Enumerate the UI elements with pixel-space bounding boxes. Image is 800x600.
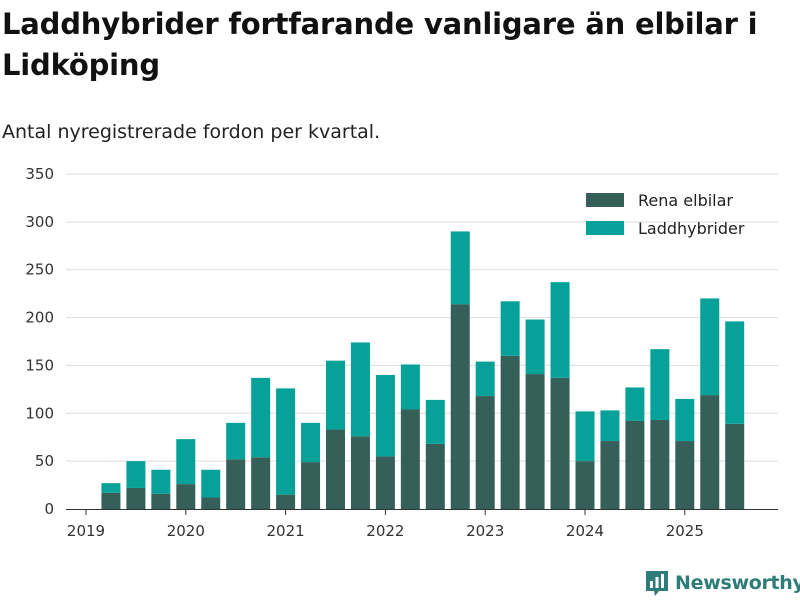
x-tick-label: 2024 bbox=[566, 522, 604, 540]
gridlines bbox=[66, 173, 778, 462]
y-tick-label: 0 bbox=[44, 500, 54, 518]
y-tick-label: 50 bbox=[35, 452, 54, 470]
x-tick-label: 2023 bbox=[466, 522, 504, 540]
bar-laddhybrider-2022-q1[interactable] bbox=[375, 375, 395, 457]
bar-rena-elbilar-2022-q3[interactable] bbox=[425, 443, 445, 509]
bar-laddhybrider-2022-q3[interactable] bbox=[425, 399, 445, 444]
bar-laddhybrider-2020-q2[interactable] bbox=[201, 469, 221, 498]
brand-name: Newsworthy bbox=[675, 572, 800, 594]
bar-rena-elbilar-2019-q4[interactable] bbox=[151, 493, 171, 509]
bar-rena-elbilar-2021-q1[interactable] bbox=[276, 494, 296, 509]
bar-laddhybrider-2019-q2[interactable] bbox=[101, 483, 121, 493]
chart-subtitle: Antal nyregistrerade fordon per kvartal. bbox=[2, 121, 381, 143]
bar-laddhybrider-2021-q1[interactable] bbox=[276, 388, 296, 495]
y-tick-label: 350 bbox=[25, 165, 54, 183]
bar-laddhybrider-2021-q3[interactable] bbox=[326, 360, 345, 430]
bar-rena-elbilar-2021-q3[interactable] bbox=[326, 429, 345, 509]
bar-rena-elbilar-2022-q1[interactable] bbox=[375, 456, 395, 509]
bar-rena-elbilar-2020-q3[interactable] bbox=[226, 459, 246, 509]
bar-laddhybrider-2025-q1[interactable] bbox=[675, 398, 695, 442]
y-tick-label: 200 bbox=[25, 309, 54, 327]
bar-rena-elbilar-2025-q1[interactable] bbox=[675, 441, 695, 509]
bar-rena-elbilar-2020-q1[interactable] bbox=[176, 484, 196, 509]
bar-rena-elbilar-2025-q2[interactable] bbox=[700, 395, 720, 509]
x-tick-label: 2022 bbox=[366, 522, 404, 540]
bar-laddhybrider-2020-q3[interactable] bbox=[226, 422, 246, 460]
bar-laddhybrider-2022-q4[interactable] bbox=[450, 231, 470, 305]
bar-rena-elbilar-2023-q4[interactable] bbox=[550, 377, 570, 509]
y-tick-label: 150 bbox=[25, 356, 54, 374]
bar-laddhybrider-2019-q3[interactable] bbox=[126, 461, 146, 488]
bars bbox=[101, 231, 745, 509]
bar-rena-elbilar-2020-q4[interactable] bbox=[251, 457, 271, 509]
bar-laddhybrider-2024-q2[interactable] bbox=[600, 410, 620, 442]
bar-rena-elbilar-2021-q4[interactable] bbox=[350, 436, 370, 509]
x-tick-label: 2020 bbox=[167, 522, 205, 540]
bar-rena-elbilar-2023-q2[interactable] bbox=[500, 355, 520, 509]
legend-label-laddhybrider: Laddhybrider bbox=[638, 219, 745, 238]
x-tick-label: 2021 bbox=[267, 522, 305, 540]
bar-laddhybrider-2021-q2[interactable] bbox=[301, 422, 321, 463]
bar-rena-elbilar-2024-q4[interactable] bbox=[650, 419, 670, 509]
x-tick-label: 2025 bbox=[666, 522, 704, 540]
legend: Rena elbilar Laddhybrider bbox=[586, 191, 745, 238]
legend-swatch-rena-elbilar[interactable] bbox=[586, 193, 624, 207]
bar-laddhybrider-2023-q3[interactable] bbox=[525, 319, 545, 375]
bar-rena-elbilar-2024-q1[interactable] bbox=[575, 461, 595, 509]
bar-rena-elbilar-2019-q2[interactable] bbox=[101, 492, 121, 509]
chart-title: Laddhybrider fortfarande vanligare än el… bbox=[2, 7, 758, 82]
y-tick-label: 100 bbox=[25, 404, 54, 422]
bar-rena-elbilar-2025-q3[interactable] bbox=[725, 423, 745, 509]
bar-rena-elbilar-2020-q2[interactable] bbox=[201, 497, 221, 509]
bar-rena-elbilar-2024-q3[interactable] bbox=[625, 420, 645, 509]
y-tick-label: 300 bbox=[25, 213, 54, 231]
bar-laddhybrider-2021-q4[interactable] bbox=[350, 342, 370, 437]
legend-swatch-laddhybrider[interactable] bbox=[586, 221, 624, 235]
bar-rena-elbilar-2021-q2[interactable] bbox=[301, 462, 321, 509]
x-tick-label: 2019 bbox=[67, 522, 105, 540]
bar-laddhybrider-2024-q3[interactable] bbox=[625, 387, 645, 421]
newsworthy-logo[interactable]: Newsworthy bbox=[644, 568, 800, 598]
x-axis: 2019 2020 2021 2022 2023 2024 2025 bbox=[66, 509, 778, 540]
bar-rena-elbilar-2019-q3[interactable] bbox=[126, 487, 146, 509]
bar-laddhybrider-2024-q1[interactable] bbox=[575, 411, 595, 462]
bar-laddhybrider-2020-q4[interactable] bbox=[251, 377, 271, 458]
bar-laddhybrider-2024-q4[interactable] bbox=[650, 349, 670, 420]
bar-laddhybrider-2023-q4[interactable] bbox=[550, 282, 570, 378]
bar-laddhybrider-2022-q2[interactable] bbox=[400, 364, 420, 410]
y-tick-label: 250 bbox=[25, 261, 54, 279]
bar-rena-elbilar-2022-q2[interactable] bbox=[400, 409, 420, 509]
bar-laddhybrider-2025-q3[interactable] bbox=[725, 321, 745, 424]
bar-rena-elbilar-2024-q2[interactable] bbox=[600, 441, 620, 509]
bar-chart-logo-icon bbox=[646, 571, 668, 596]
bar-rena-elbilar-2023-q3[interactable] bbox=[525, 374, 545, 509]
bar-rena-elbilar-2022-q4[interactable] bbox=[450, 304, 470, 509]
bar-laddhybrider-2019-q4[interactable] bbox=[151, 469, 171, 494]
bar-laddhybrider-2023-q1[interactable] bbox=[475, 361, 495, 397]
bar-rena-elbilar-2023-q1[interactable] bbox=[475, 396, 495, 509]
bar-laddhybrider-2023-q2[interactable] bbox=[500, 301, 520, 356]
legend-label-rena-elbilar: Rena elbilar bbox=[638, 191, 733, 210]
bar-laddhybrider-2020-q1[interactable] bbox=[176, 439, 196, 485]
y-axis: 0 50 100 150 200 250 300 350 bbox=[25, 165, 54, 518]
bar-laddhybrider-2025-q2[interactable] bbox=[700, 298, 720, 396]
